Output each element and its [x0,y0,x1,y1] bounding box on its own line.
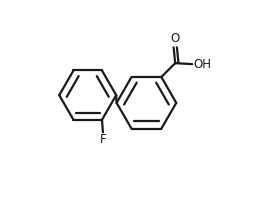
Text: F: F [100,133,106,147]
Text: O: O [171,32,180,45]
Text: OH: OH [193,58,211,71]
